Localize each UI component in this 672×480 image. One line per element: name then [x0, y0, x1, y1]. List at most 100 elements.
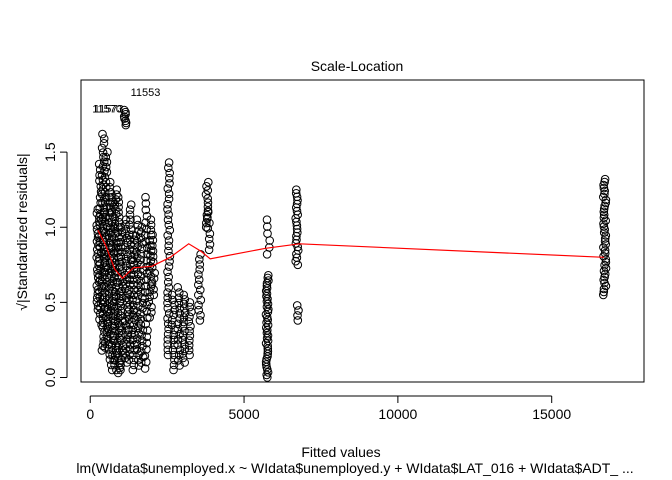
data-point — [203, 186, 213, 195]
data-point — [261, 360, 271, 369]
data-point — [136, 287, 145, 297]
data-point — [196, 311, 205, 320]
y-tick-label: 1.0 — [42, 217, 58, 237]
data-point — [128, 295, 137, 305]
data-point — [174, 293, 184, 303]
data-point — [600, 177, 609, 187]
data-point — [123, 289, 132, 298]
data-point — [164, 158, 174, 167]
plot-frame — [80, 79, 645, 383]
data-point — [195, 316, 205, 325]
data-point — [164, 262, 174, 271]
data-point — [205, 229, 215, 238]
data-point — [194, 290, 203, 300]
data-point — [104, 269, 114, 278]
data-point — [97, 143, 107, 153]
data-point — [173, 356, 183, 365]
data-point — [99, 139, 109, 148]
data-point — [163, 293, 172, 303]
data-point — [599, 266, 609, 276]
data-point — [144, 297, 154, 307]
data-point — [195, 255, 204, 264]
data-point — [125, 235, 135, 244]
data-point — [179, 304, 189, 313]
data-point — [196, 295, 206, 305]
data-point — [128, 365, 138, 375]
data-point — [263, 347, 273, 356]
data-point — [600, 237, 610, 246]
data-point — [599, 290, 608, 300]
data-point — [601, 254, 611, 264]
data-point — [178, 335, 187, 345]
data-point — [136, 358, 146, 367]
x-tick-label: 10000 — [378, 406, 417, 422]
data-point — [141, 281, 150, 291]
data-point — [140, 351, 150, 361]
data-point — [118, 316, 127, 326]
data-point — [185, 331, 195, 341]
data-point — [163, 215, 173, 225]
data-point — [116, 321, 125, 331]
data-point — [114, 202, 123, 212]
data-point — [125, 230, 134, 239]
data-point — [164, 236, 174, 245]
data-point — [600, 189, 609, 199]
data-point — [130, 235, 139, 245]
x-tick-label: 5000 — [228, 406, 259, 422]
data-point — [105, 177, 115, 187]
data-point — [134, 350, 144, 360]
data-point — [148, 246, 158, 256]
point-label: 11553 — [131, 87, 161, 99]
data-point — [599, 207, 609, 217]
data-point — [203, 224, 213, 233]
data-point — [97, 346, 107, 355]
data-point — [202, 182, 211, 191]
data-point — [173, 324, 183, 334]
data-point — [119, 112, 129, 121]
data-point — [599, 222, 609, 231]
data-point — [165, 225, 175, 235]
data-point — [179, 317, 188, 327]
data-point — [111, 195, 121, 204]
data-point — [600, 234, 610, 243]
data-point — [125, 320, 135, 329]
data-point — [600, 249, 610, 258]
data-point — [205, 240, 215, 249]
data-point — [140, 288, 150, 297]
data-point — [163, 184, 173, 193]
data-point — [125, 350, 134, 359]
data-point — [165, 168, 174, 178]
data-point — [140, 364, 150, 373]
data-point — [149, 285, 158, 294]
data-point — [148, 252, 158, 261]
data-point — [185, 312, 194, 322]
data-point — [126, 225, 136, 234]
data-point — [136, 320, 146, 329]
data-point — [141, 192, 150, 202]
data-point — [126, 340, 135, 349]
data-point — [105, 355, 115, 364]
data-point — [599, 228, 609, 237]
y-tick-label: 1.5 — [42, 142, 58, 162]
data-point — [196, 285, 205, 295]
data-point — [128, 230, 138, 240]
data-point — [164, 272, 173, 282]
data-point — [601, 240, 611, 249]
data-point — [262, 215, 272, 224]
data-point — [116, 262, 125, 271]
data-point — [136, 309, 145, 319]
data-point — [145, 292, 154, 302]
data-point — [163, 335, 173, 344]
data-point — [264, 271, 273, 280]
data-point — [179, 290, 188, 300]
data-point — [164, 241, 173, 251]
data-point — [148, 241, 157, 250]
data-point — [125, 205, 135, 214]
data-point — [134, 355, 143, 365]
data-point — [185, 298, 195, 307]
data-point — [294, 306, 303, 315]
data-point — [601, 257, 611, 267]
data-point — [136, 260, 145, 270]
